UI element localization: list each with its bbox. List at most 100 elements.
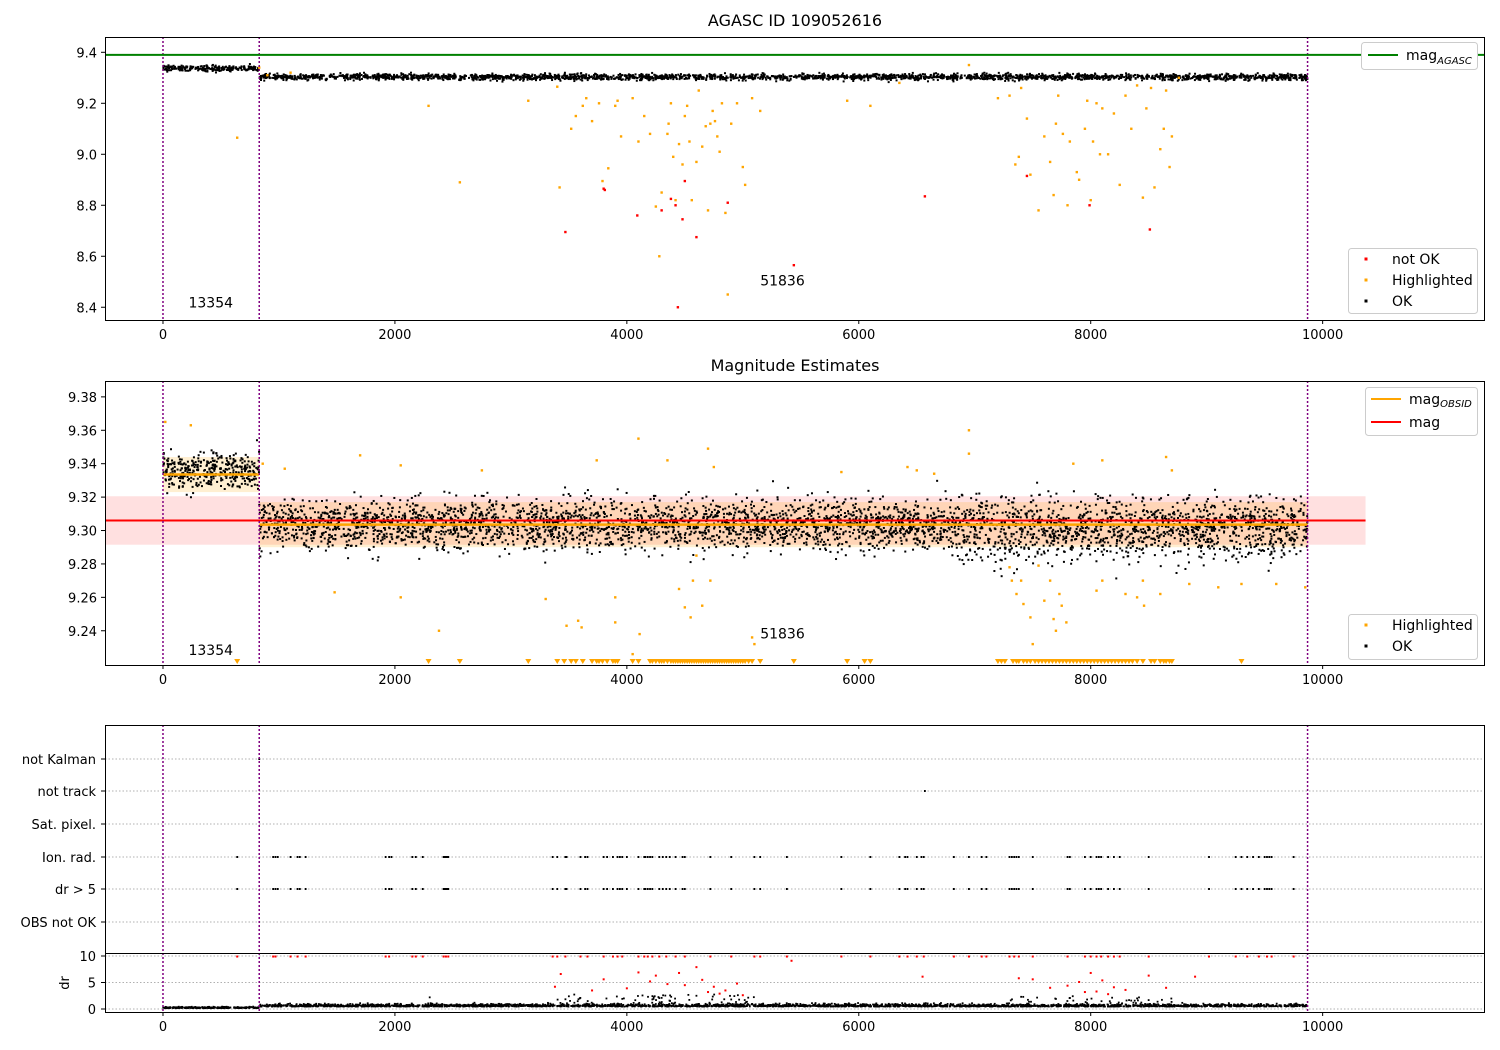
ok-point (867, 508, 870, 511)
ok-point (275, 512, 278, 515)
ok-point (911, 76, 914, 79)
ok-point (309, 507, 312, 510)
ok-point (1213, 78, 1216, 81)
ok-point (442, 79, 445, 82)
ok-point (282, 77, 285, 80)
ok-point (550, 506, 553, 509)
ok-point (631, 76, 634, 79)
ok-point (828, 526, 831, 529)
ok-point (609, 498, 612, 501)
ok-point (769, 78, 772, 81)
ok-point (793, 511, 796, 514)
ok-point (1255, 494, 1258, 497)
ok-point (1077, 73, 1080, 76)
ok-point (548, 517, 551, 520)
ok-point (1067, 73, 1070, 76)
ok-point (915, 518, 918, 521)
ok-point (1258, 515, 1261, 518)
ok-point (384, 73, 387, 76)
highlighted-point (458, 181, 462, 184)
ok-point (673, 520, 676, 523)
ok-point (1086, 74, 1089, 77)
ok-point (1001, 77, 1004, 80)
ok-point (1212, 521, 1215, 524)
ok-point (240, 468, 243, 471)
ok-point (181, 69, 184, 72)
ok-point (228, 65, 231, 68)
ok-point (801, 72, 804, 75)
ok-point (858, 530, 861, 533)
ok-point (1076, 78, 1079, 81)
ok-point (826, 526, 829, 529)
ok-point (1044, 534, 1047, 537)
ok-point (1065, 540, 1068, 543)
ok-point (1134, 550, 1137, 553)
ok-point (952, 74, 955, 77)
ok-point (1169, 78, 1172, 81)
ok-point (229, 457, 232, 460)
ok-point (377, 529, 380, 532)
ok-point (902, 508, 905, 511)
ok-point (171, 475, 174, 478)
ok-point (229, 476, 232, 479)
highlighted-point (730, 122, 733, 125)
not-ok-point (602, 187, 605, 190)
ok-point (1011, 76, 1014, 79)
ok-point (1090, 535, 1093, 538)
ok-point (232, 454, 235, 457)
ok-point (1268, 74, 1271, 77)
ok-point (194, 463, 197, 466)
ok-point (291, 75, 294, 78)
ok-point (1159, 75, 1162, 78)
ok-point (1027, 75, 1030, 78)
panel1-x-tick-label: 6000 (842, 328, 875, 343)
ok-point (167, 464, 170, 467)
ok-point (702, 76, 705, 79)
ok-point (889, 77, 892, 80)
ok-point (427, 525, 430, 528)
ok-point (670, 514, 673, 517)
highlighted-point (1052, 193, 1055, 197)
ok-point (501, 80, 504, 83)
ok-point (255, 439, 258, 442)
ok-point (1290, 536, 1293, 539)
ok-point (1251, 527, 1254, 530)
ok-point (367, 508, 370, 511)
ok-point (1202, 564, 1205, 567)
ok-point (251, 463, 254, 466)
ok-point (324, 506, 327, 509)
ok-point (390, 75, 393, 78)
ok-point (1067, 74, 1070, 77)
ok-point (240, 67, 243, 70)
ok-point (558, 535, 561, 538)
ok-point (742, 75, 745, 78)
ok-point (184, 469, 187, 472)
ok-point (463, 74, 466, 77)
ok-point (810, 508, 813, 511)
ok-point (895, 79, 898, 82)
ok-point (959, 521, 962, 524)
ok-point (936, 74, 939, 77)
ok-point (1203, 75, 1206, 78)
ok-point (182, 477, 185, 480)
ok-point (243, 68, 246, 71)
highlighted-point (1017, 155, 1021, 159)
ok-point (1295, 76, 1298, 79)
ok-point (750, 507, 753, 510)
highlighted-point (1068, 140, 1072, 143)
ok-point (980, 75, 983, 78)
ok-point (393, 496, 396, 499)
ok-point (202, 451, 205, 454)
ok-point (624, 553, 627, 556)
ok-point (828, 521, 831, 524)
ok-point (217, 68, 220, 71)
ok-point (709, 515, 712, 518)
ok-point (879, 498, 882, 501)
ok-point (657, 531, 660, 534)
ok-point (1129, 74, 1132, 77)
ok-point (246, 456, 249, 459)
ok-point (276, 77, 279, 80)
ok-point (241, 461, 244, 464)
ok-point (1013, 520, 1016, 523)
ok-point (810, 75, 813, 78)
